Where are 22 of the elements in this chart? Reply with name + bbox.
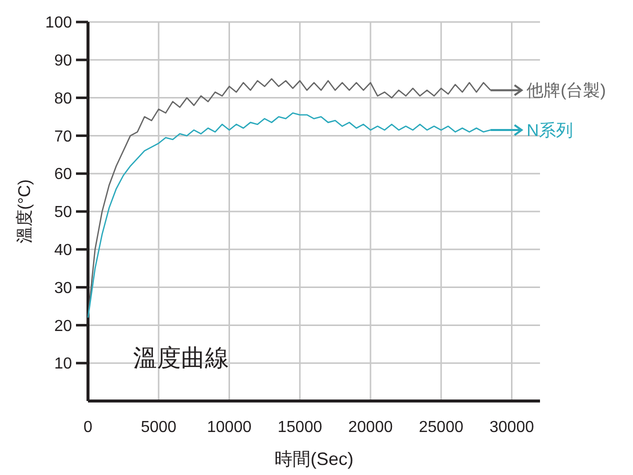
y-tick-label: 100 [45, 14, 72, 32]
x-tick-label: 15000 [278, 419, 322, 436]
x-tick-label: 20000 [348, 419, 393, 436]
y-tick-label: 10 [54, 356, 72, 373]
x-tick-label: 25000 [418, 419, 464, 436]
y-tick-label: 60 [54, 166, 72, 184]
y-tick-label: 50 [54, 204, 72, 222]
y-tick-label: 80 [54, 90, 72, 108]
legend-label: N系列 [526, 120, 573, 140]
legend-label: 他牌(台製) [526, 81, 606, 100]
y-tick-label: 40 [54, 242, 72, 259]
x-axis-title: 時間(Sec) [274, 449, 354, 469]
x-tick-label: 10000 [207, 419, 252, 436]
y-tick-label: 20 [54, 318, 72, 335]
x-tick-label: 5000 [140, 419, 177, 436]
y-tick-label: 70 [54, 128, 72, 146]
y-axis-title: 溫度(°C) [15, 179, 34, 244]
x-tick-label: 0 [84, 419, 93, 436]
annotation: 溫度曲線 [133, 345, 229, 372]
y-tick-label: 90 [54, 52, 72, 70]
y-tick-label: 30 [54, 280, 72, 297]
x-tick-label: 30000 [490, 419, 534, 436]
